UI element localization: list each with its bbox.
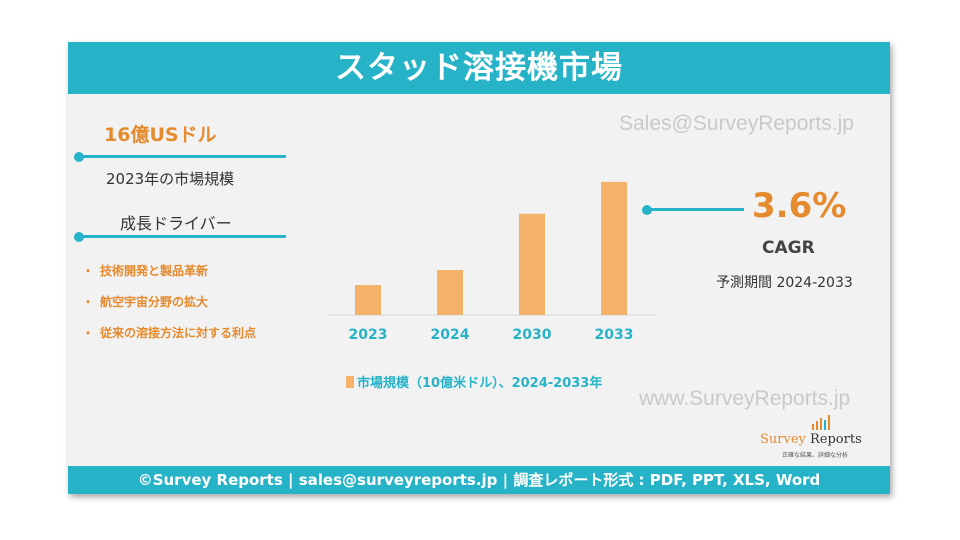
cagr-value: 3.6% <box>752 186 847 226</box>
chart-legend: 市場規模（10億米ドル）、2024-2033年 <box>346 372 602 391</box>
driver-text: 技術開発と製品革新 <box>100 264 209 278</box>
watermark-email: Sales@SurveyReports.jp <box>619 112 854 135</box>
infographic-card: スタッド溶接機市場 Sales@SurveyReports.jp www.Sur… <box>68 42 890 494</box>
market-size-divider <box>78 155 286 158</box>
survey-reports-logo: Survey Reports 正確な結果、詳細な分析 <box>756 414 880 460</box>
bar-chart: 2023 2024 2030 2033 <box>327 181 657 343</box>
x-tick-label: 2033 <box>595 327 634 343</box>
driver-text: 従来の溶接方法に対する利点 <box>100 326 257 340</box>
legend-swatch <box>346 376 354 388</box>
watermark-site: www.SurveyReports.jp <box>639 387 851 410</box>
logo-bars-icon <box>812 415 830 430</box>
bullet-icon: ・ <box>82 326 95 340</box>
bar-2030 <box>519 213 545 315</box>
driver-item: ・航空宇宙分野の拡大 <box>82 293 256 324</box>
drivers-heading: 成長ドライバー <box>120 214 232 233</box>
driver-item: ・技術開発と製品革新 <box>82 262 256 293</box>
market-size-label: 2023年の市場規模 <box>106 170 235 188</box>
x-tick-label: 2030 <box>513 327 552 343</box>
forecast-period: 予測期間 2024-2033 <box>716 275 853 291</box>
driver-text: 航空宇宙分野の拡大 <box>100 295 209 309</box>
cagr-connector <box>646 208 744 211</box>
driver-item: ・従来の溶接方法に対する利点 <box>82 324 256 355</box>
page-title: スタッド溶接機市場 <box>68 42 890 94</box>
logo-name: Survey Reports <box>760 432 862 447</box>
cagr-label: CAGR <box>762 238 815 258</box>
footer-bar: ©Survey Reports | sales@surveyreports.jp… <box>68 466 890 494</box>
market-size-value: 16億USドル <box>104 124 217 146</box>
bullet-icon: ・ <box>82 295 95 309</box>
bullet-icon: ・ <box>82 264 95 278</box>
x-tick-label: 2023 <box>349 327 388 343</box>
bar-2023 <box>355 285 381 315</box>
drivers-divider <box>78 235 286 238</box>
drivers-list: ・技術開発と製品革新 ・航空宇宙分野の拡大 ・従来の溶接方法に対する利点 <box>82 262 256 355</box>
legend-label: 市場規模（10億米ドル）、2024-2033年 <box>357 376 603 391</box>
logo-tagline: 正確な結果、詳細な分析 <box>782 452 849 459</box>
x-tick-label: 2024 <box>431 327 470 343</box>
bar-2033 <box>601 181 627 315</box>
bar-2024 <box>437 270 463 315</box>
